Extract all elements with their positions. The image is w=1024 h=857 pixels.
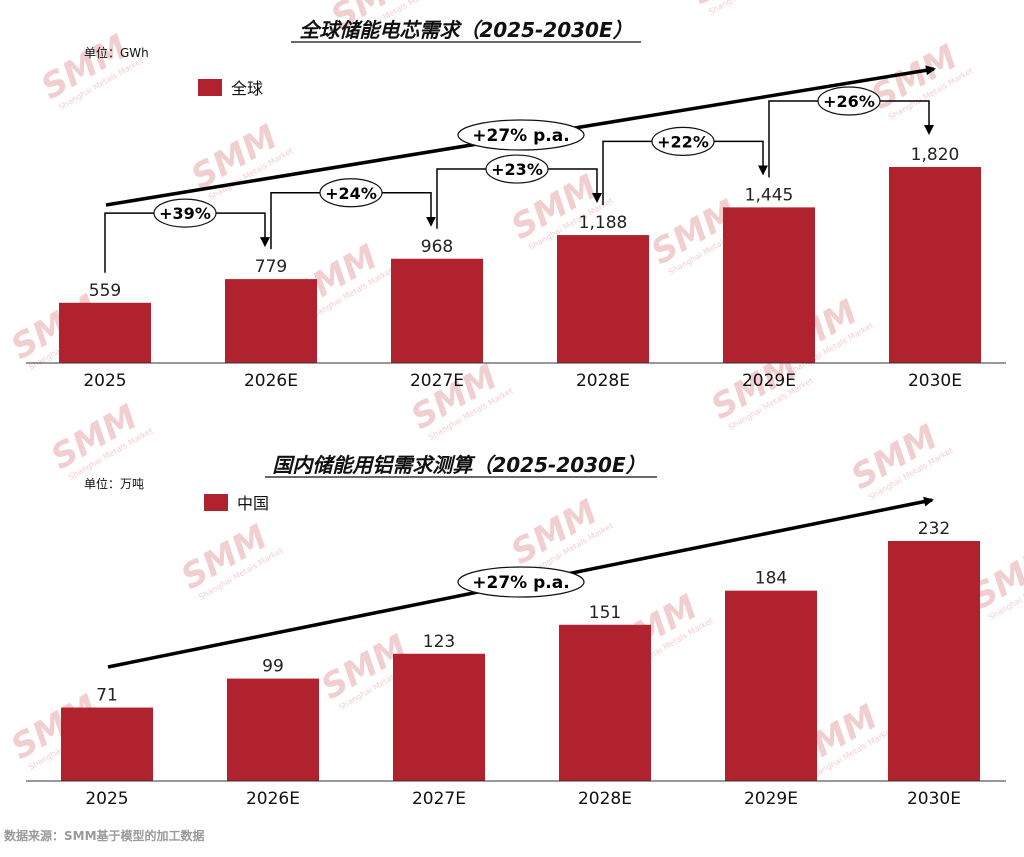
bar-2026E (225, 279, 317, 363)
value-label: 779 (255, 257, 287, 277)
bar-2027E (391, 258, 483, 363)
legend-label: 全球 (231, 79, 263, 98)
growth-badge (817, 86, 881, 116)
bars: 559 2025 779 2026E 968 2027E 1,188 2028E 1,445 20… (59, 145, 981, 391)
growth-label: +26% (823, 92, 875, 111)
growth-annotations: +39% +24% +23% +22% +26% (104, 86, 934, 273)
legend-label: 中国 (237, 494, 269, 513)
cagr-badge (457, 566, 585, 598)
value-label: 184 (755, 569, 787, 589)
growth-badge (153, 198, 217, 228)
unit-label: 单位：GWh (84, 45, 149, 60)
x-tick-label: 2028E (576, 371, 630, 391)
bar-2030E (888, 541, 980, 781)
chart-title: 全球储能电芯需求（2025-2030E） (299, 18, 632, 42)
x-tick-label: 2027E (410, 371, 464, 391)
bar-2028E (559, 624, 651, 781)
x-tick-label: 2027E (412, 789, 466, 809)
bar-2029E (725, 590, 817, 781)
x-tick-label: 2030E (907, 789, 961, 809)
bar-2025 (61, 707, 153, 781)
x-tick-label: 2029E (742, 371, 796, 391)
growth-badge (485, 154, 549, 184)
x-tick-label: 2028E (578, 789, 632, 809)
chart-title: 国内储能用铝需求测算（2025-2030E） (272, 453, 645, 477)
growth-label: +22% (657, 132, 709, 151)
legend-swatch (198, 79, 222, 96)
bar-2025 (59, 302, 151, 363)
x-tick-label: 2029E (744, 789, 798, 809)
source-note: 数据来源：SMM基于模型的加工数据 (4, 828, 205, 843)
bar-2029E (723, 207, 815, 363)
cagr-label: +27% p.a. (472, 126, 569, 146)
x-tick-label: 2030E (908, 371, 962, 391)
bar-2027E (393, 653, 485, 781)
value-label: 232 (918, 519, 950, 539)
growth-badge (319, 178, 383, 208)
bar-2030E (889, 167, 981, 363)
value-label: 1,188 (579, 213, 628, 233)
value-label: 1,445 (745, 185, 794, 205)
global-cell-demand-chart: 全球储能电芯需求（2025-2030E） 单位：GWh 全球 559 2025 77… (26, 18, 1006, 391)
value-label: 559 (89, 281, 121, 301)
legend-swatch (204, 494, 228, 511)
value-label: 123 (423, 632, 455, 652)
watermark-sub: Shanghai Metals Market (707, 0, 795, 17)
x-tick-label: 2026E (244, 371, 298, 391)
growth-label: +24% (325, 184, 377, 203)
bars: 71 2025 99 2026E 123 2027E 151 2028E 184 2029E 232… (61, 519, 980, 809)
cagr-label: +27% p.a. (472, 573, 569, 593)
x-tick-label: 2025 (85, 789, 128, 809)
value-label: 71 (96, 686, 118, 706)
china-aluminum-demand-chart: 国内储能用铝需求测算（2025-2030E） 单位：万吨 中国 71 2025 99… (26, 453, 1006, 809)
value-label: 99 (262, 657, 284, 677)
x-tick-label: 2025 (83, 371, 126, 391)
bar-2028E (557, 235, 649, 363)
value-label: 1,820 (911, 145, 960, 165)
value-label: 968 (421, 237, 453, 257)
growth-badge (651, 126, 715, 156)
growth-label: +39% (159, 204, 211, 223)
cagr-badge (457, 119, 585, 151)
value-label: 151 (589, 603, 621, 623)
bar-2026E (227, 678, 319, 781)
x-tick-label: 2026E (246, 789, 300, 809)
unit-label: 单位：万吨 (84, 476, 144, 491)
growth-label: +23% (491, 160, 543, 179)
